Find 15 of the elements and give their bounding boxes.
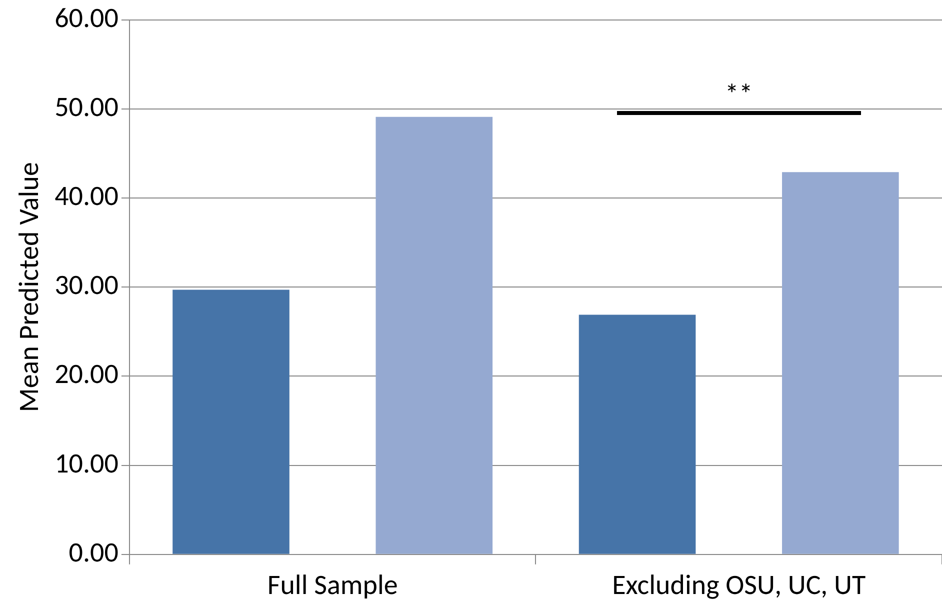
x-tick-label: Full Sample [267,567,398,602]
y-tick-label: 30.00 [54,267,118,302]
bar [376,116,493,554]
y-tick-label: 10.00 [54,445,118,480]
y-axis-title: Mean Predicted Value [10,162,46,412]
bar [782,172,899,554]
y-tick-label: 40.00 [54,178,118,213]
y-tick-label: 20.00 [54,356,118,392]
bar [172,290,290,554]
annotation: ** [724,76,753,112]
y-tick-label: 0.00 [68,534,118,570]
bar [578,314,696,554]
x-tick-label: Excluding OSU, UC, UT [612,567,866,602]
y-tick-label: 60.00 [54,0,118,35]
y-tick-label: 50.00 [54,88,118,124]
